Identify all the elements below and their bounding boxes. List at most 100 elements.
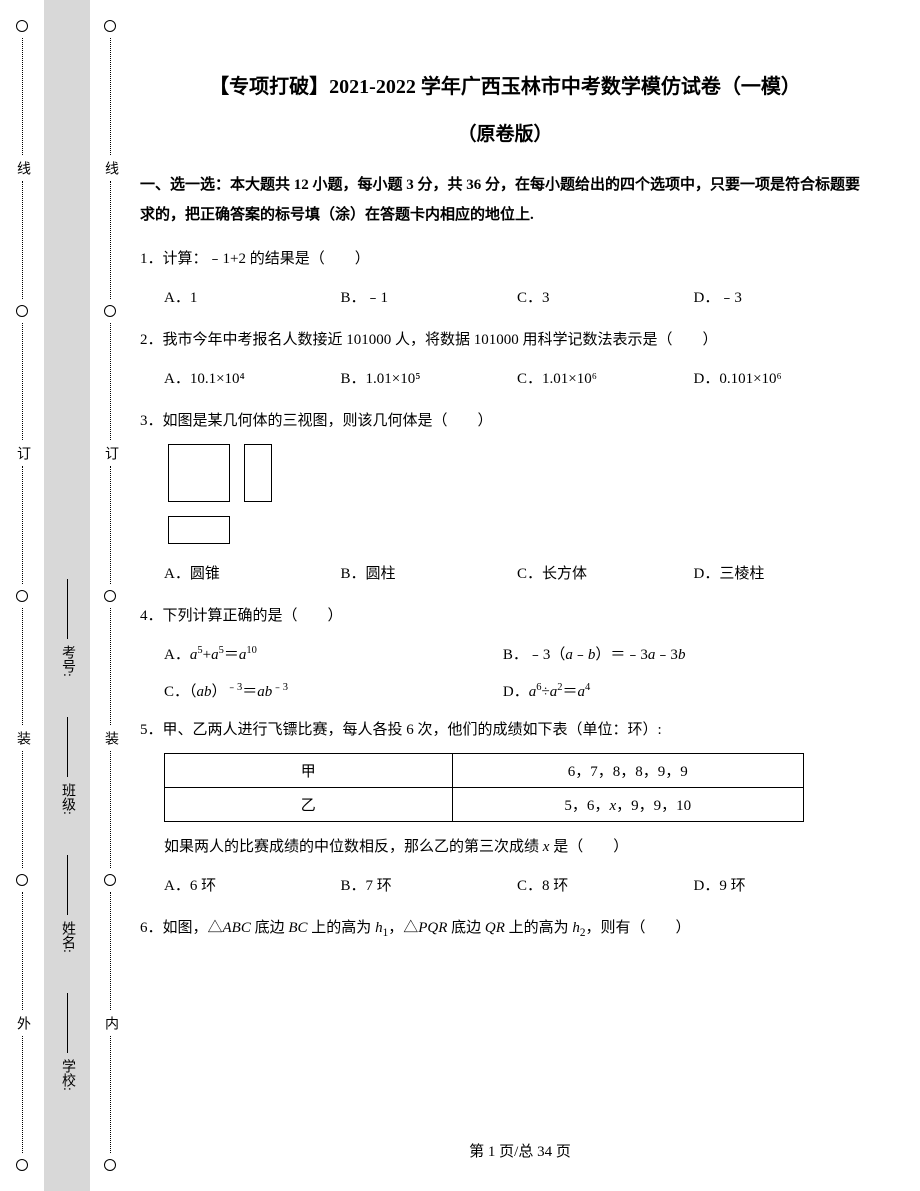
q1-opt-d: D．﹣3 <box>694 282 871 315</box>
bind-dots <box>110 181 111 298</box>
bind-word-ding: 订 <box>12 446 32 460</box>
q5-opt-a: A．6 环 <box>164 870 341 903</box>
bind-circle <box>16 874 28 886</box>
q5-options: A．6 环 B．7 环 C．8 环 D．9 环 <box>140 870 870 903</box>
q4-opt-b: B．﹣3（a﹣b）＝﹣3a﹣3b <box>503 639 842 672</box>
exam-content: 【专项打破】2021-2022 学年广西玉林市中考数学模仿试卷（一模） （原卷版… <box>140 0 900 1191</box>
front-view <box>168 444 230 502</box>
q4-opt-a: A．a5+a5＝a10 <box>164 639 503 672</box>
bind-dots <box>22 751 23 868</box>
q3-opt-b: B．圆柱 <box>341 558 518 591</box>
label-exam-number: 考号: <box>57 579 77 677</box>
q4-row2: C．（ab）﹣3＝ab﹣3 D．a6÷a2＝a4 <box>140 676 870 709</box>
q5-opt-d: D．9 环 <box>694 870 871 903</box>
bind-dots <box>110 466 111 583</box>
fill-line <box>67 855 68 915</box>
bind-dots <box>110 608 111 725</box>
q3-opt-a: A．圆锥 <box>164 558 341 591</box>
bind-circle <box>104 590 116 602</box>
bind-circle <box>16 305 28 317</box>
q5-r2c1: 乙 <box>165 788 453 822</box>
bind-dots <box>22 892 23 1009</box>
bind-circle <box>104 1159 116 1171</box>
q2-stem: 2．我市今年中考报名人数接近 101000 人，将数据 101000 用科学记数… <box>140 325 870 355</box>
top-view <box>168 516 230 544</box>
label-name: 姓名: <box>57 855 77 953</box>
bind-dots <box>22 38 23 155</box>
bind-dots <box>22 181 23 298</box>
exam-subtitle: （原卷版） <box>140 119 870 146</box>
q5-table: 甲 6，7，8，8，9，9 乙 5，6，x，9，9，10 <box>164 753 804 822</box>
bind-dots <box>110 38 111 155</box>
bind-dots <box>22 323 23 440</box>
bind-dots <box>22 608 23 725</box>
q4-stem: 4．下列计算正确的是（ ） <box>140 601 870 631</box>
q1-opt-c: C．3 <box>517 282 694 315</box>
bind-word-zhuang: 装 <box>100 731 120 745</box>
bind-word-ding: 订 <box>100 446 120 460</box>
q5-r1c1: 甲 <box>165 754 453 788</box>
q5-r1c2: 6，7，8，8，9，9 <box>452 754 803 788</box>
student-info-column: 考号: 班级: 姓名: 学校: <box>44 0 90 1191</box>
bind-circle <box>16 1159 28 1171</box>
q4-row1: A．a5+a5＝a10 B．﹣3（a﹣b）＝﹣3a﹣3b <box>140 639 870 672</box>
q3-three-views <box>140 444 870 544</box>
label-text: 学校: <box>57 1059 77 1091</box>
q1-opt-a: A．1 <box>164 282 341 315</box>
q3-stem: 3．如图是某几何体的三视图，则该几何体是（ ） <box>140 406 870 436</box>
bind-dots <box>22 1036 23 1153</box>
bind-word-nei: 内 <box>100 1016 120 1030</box>
q5-opt-c: C．8 环 <box>517 870 694 903</box>
label-text: 姓名: <box>57 921 77 953</box>
q1-opt-b: B．﹣1 <box>341 282 518 315</box>
page-footer: 第 1 页/总 34 页 <box>140 1140 900 1161</box>
q5-r2c2: 5，6，x，9，9，10 <box>452 788 803 822</box>
bind-dots <box>110 1036 111 1153</box>
bind-circle <box>16 590 28 602</box>
q1-stem: 1．计算：﹣1+2 的结果是（ ） <box>140 244 870 274</box>
bind-word-wai: 外 <box>12 1016 32 1030</box>
q2-opt-c: C．1.01×10⁶ <box>517 363 694 396</box>
label-class: 班级: <box>57 717 77 815</box>
bind-dots <box>110 323 111 440</box>
views-top-row <box>168 444 870 502</box>
q2-opt-d: D．0.101×10⁶ <box>694 363 871 396</box>
side-view <box>244 444 272 502</box>
q5-follow: 如果两人的比赛成绩的中位数相反，那么乙的第三次成绩 x 是（ ） <box>140 832 870 862</box>
table-row: 乙 5，6，x，9，9，10 <box>165 788 804 822</box>
bind-dots <box>110 892 111 1009</box>
bind-dots <box>22 466 23 583</box>
label-text: 班级: <box>57 783 77 815</box>
q5-stem: 5．甲、乙两人进行飞镖比赛，每人各投 6 次，他们的成绩如下表（单位：环）: <box>140 715 870 745</box>
q4-opt-d: D．a6÷a2＝a4 <box>503 676 842 709</box>
bind-word-xian: 线 <box>100 161 120 175</box>
q2-opt-a: A．10.1×10⁴ <box>164 363 341 396</box>
bind-circle <box>104 874 116 886</box>
label-text: 考号: <box>57 645 77 677</box>
bind-circle <box>16 20 28 32</box>
bind-word-xian: 线 <box>12 161 32 175</box>
fill-line <box>67 717 68 777</box>
bind-word-zhuang: 装 <box>12 731 32 745</box>
q2-options: A．10.1×10⁴ B．1.01×10⁵ C．1.01×10⁶ D．0.101… <box>140 363 870 396</box>
q4-opt-c: C．（ab）﹣3＝ab﹣3 <box>164 676 503 709</box>
q6-stem: 6．如图，△ABC 底边 BC 上的高为 h1，△PQR 底边 QR 上的高为 … <box>140 913 870 945</box>
views-bottom-row <box>168 516 870 544</box>
q2-opt-b: B．1.01×10⁵ <box>341 363 518 396</box>
bind-circle <box>104 20 116 32</box>
fill-line <box>67 579 68 639</box>
bind-dots <box>110 751 111 868</box>
section-intro: 一、选一选：本大题共 12 小题，每小题 3 分，共 36 分，在每小题给出的四… <box>140 170 870 230</box>
q1-options: A．1 B．﹣1 C．3 D．﹣3 <box>140 282 870 315</box>
binding-inner-column: 线 订 装 内 <box>90 0 130 1191</box>
exam-title: 【专项打破】2021-2022 学年广西玉林市中考数学模仿试卷（一模） <box>140 70 870 99</box>
label-school: 学校: <box>57 993 77 1091</box>
binding-outer-column: 线 订 装 外 <box>2 0 42 1191</box>
table-row: 甲 6，7，8，8，9，9 <box>165 754 804 788</box>
q5-opt-b: B．7 环 <box>341 870 518 903</box>
bind-circle <box>104 305 116 317</box>
fill-line <box>67 993 68 1053</box>
q3-opt-c: C．长方体 <box>517 558 694 591</box>
q3-opt-d: D．三棱柱 <box>694 558 871 591</box>
q3-options: A．圆锥 B．圆柱 C．长方体 D．三棱柱 <box>140 558 870 591</box>
